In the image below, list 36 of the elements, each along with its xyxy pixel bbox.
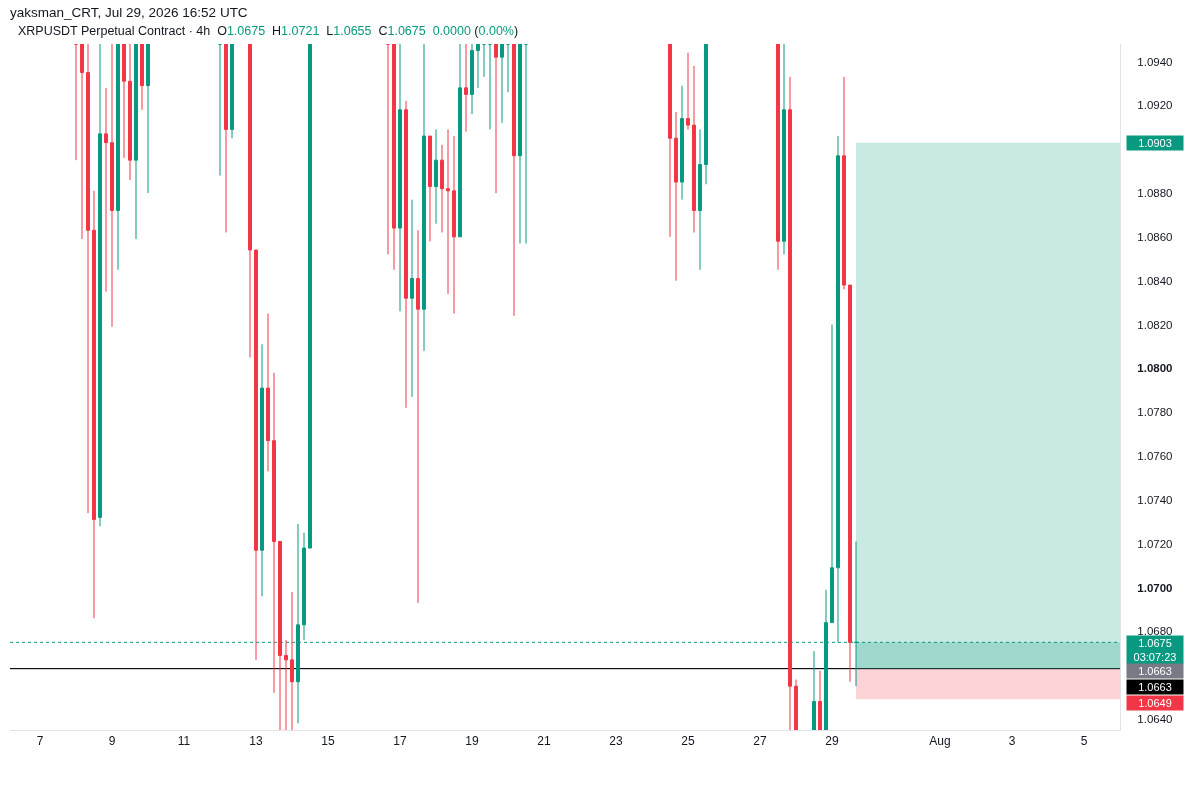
y-tick-label: 1.0880: [1137, 187, 1173, 200]
y-tick-label: 1.0840: [1137, 274, 1173, 287]
x-tick-label: Aug: [929, 734, 951, 749]
y-tick-label: 1.0940: [1137, 55, 1173, 68]
x-tick-label: 9: [108, 734, 116, 749]
x-tick-label: 7: [36, 734, 44, 749]
y-tick-label: 1.0700: [1137, 581, 1173, 594]
x-tick-label: 23: [609, 734, 623, 749]
x-tick-label: 29: [825, 734, 839, 749]
y-tick-label: 1.0740: [1137, 493, 1173, 506]
band-label: 1.0903: [1138, 137, 1172, 149]
x-tick-label: 21: [537, 734, 551, 749]
x-tick-label: 11: [177, 734, 191, 749]
y-tick-label: 1.0760: [1137, 450, 1173, 463]
y-tick-label: 1.0800: [1137, 362, 1173, 375]
ref-line-label: 1.0675 03:07:23: [1133, 637, 1177, 664]
y-tick-label: 1.0860: [1137, 230, 1173, 243]
x-tick-label: 17: [393, 734, 407, 749]
ref-line-label: 1.0663: [1138, 665, 1172, 677]
x-tick-label: 3: [1008, 734, 1016, 749]
y-tick-label: 1.0820: [1137, 318, 1173, 331]
x-tick-label: 27: [753, 734, 767, 749]
x-tick-label: 5: [1080, 734, 1088, 749]
x-tick-label: 19: [465, 734, 479, 749]
x-tick-label: 13: [249, 734, 263, 749]
y-tick-label: 1.0920: [1137, 99, 1173, 112]
y-tick-label: 1.0680: [1137, 625, 1173, 638]
x-tick-label: 15: [321, 734, 335, 749]
y-tick-label: 1.0640: [1137, 713, 1173, 726]
text: XRPUSDT Perpetual Contract · 4h O1.0675 H1.0721 L1.0655 C1.0675 0.0000 (0.00%): [18, 24, 519, 38]
ref-line-label: 1.0663: [1138, 681, 1172, 693]
band-label: 1.0649: [1138, 697, 1172, 709]
y-tick-label: 1.0720: [1137, 537, 1173, 550]
y-tick-label: 1.0780: [1137, 406, 1173, 419]
x-tick-label: 25: [681, 734, 695, 749]
chart-title: yaksman_CRT, Jul 29, 2026 16:52 UTC: [10, 4, 248, 20]
